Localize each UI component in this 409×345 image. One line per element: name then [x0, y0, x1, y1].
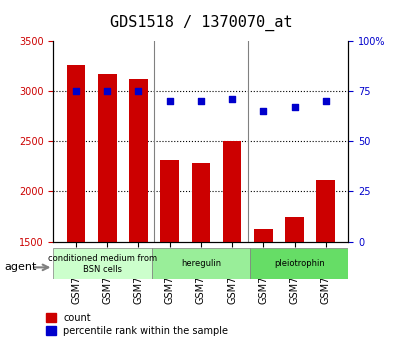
- FancyBboxPatch shape: [53, 248, 151, 279]
- Point: [73, 89, 79, 94]
- Point: [135, 89, 142, 94]
- Text: heregulin: heregulin: [180, 259, 220, 268]
- Bar: [222, 141, 241, 345]
- Bar: [191, 164, 210, 345]
- Bar: [253, 229, 272, 345]
- Point: [104, 89, 110, 94]
- FancyBboxPatch shape: [249, 248, 348, 279]
- Point: [321, 99, 328, 104]
- Point: [259, 109, 266, 114]
- FancyBboxPatch shape: [151, 248, 249, 279]
- Text: conditioned medium from
BSN cells: conditioned medium from BSN cells: [48, 254, 157, 274]
- Bar: [316, 180, 334, 345]
- Text: agent: agent: [4, 263, 36, 272]
- Bar: [129, 79, 148, 345]
- Point: [228, 97, 235, 102]
- Point: [197, 99, 204, 104]
- Bar: [160, 160, 179, 345]
- Text: GDS1518 / 1370070_at: GDS1518 / 1370070_at: [109, 15, 292, 31]
- Legend: count, percentile rank within the sample: count, percentile rank within the sample: [46, 313, 228, 336]
- Bar: [67, 66, 85, 345]
- Bar: [284, 217, 303, 345]
- Point: [166, 99, 173, 104]
- Text: pleiotrophin: pleiotrophin: [273, 259, 324, 268]
- Point: [290, 105, 297, 110]
- Bar: [98, 75, 117, 345]
